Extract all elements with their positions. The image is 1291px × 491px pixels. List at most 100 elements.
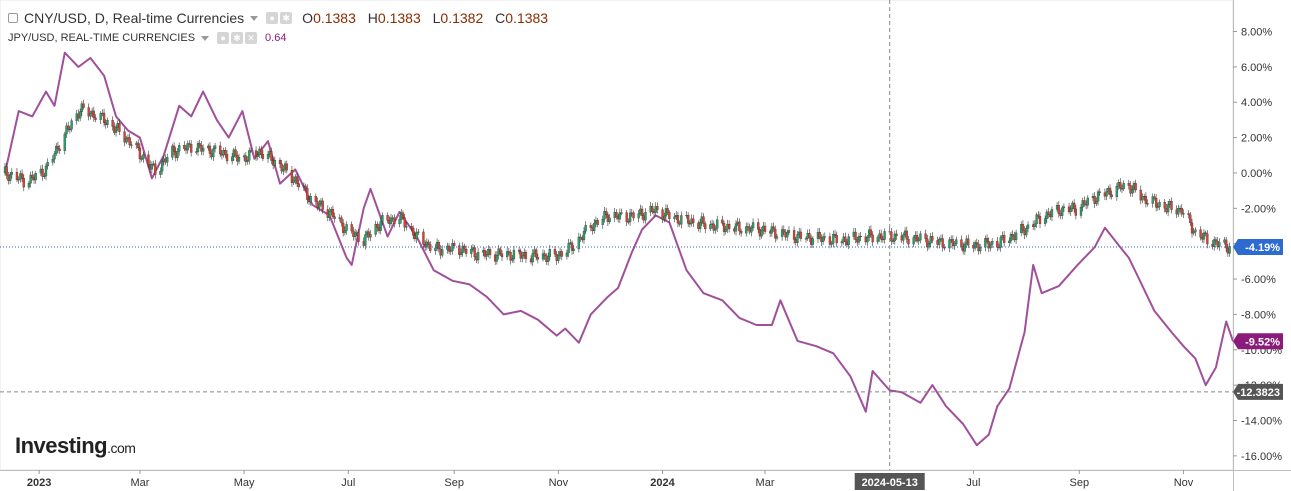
candle-body: [895, 233, 898, 237]
candle-body: [56, 145, 60, 150]
price-badges: -4.19% -9.52% -12.3823 2024-05-13: [854, 239, 1283, 490]
candle-body: [1110, 194, 1113, 198]
candle-body: [304, 185, 307, 189]
candle-body: [485, 254, 488, 257]
candle-body: [1180, 207, 1183, 215]
candle-body: [5, 166, 8, 176]
candle-body: [656, 206, 659, 210]
main-series-title[interactable]: CNY/USD, D, Real-time Currencies: [24, 10, 245, 26]
candle-body: [176, 151, 179, 158]
candle-body: [698, 222, 702, 229]
candle-body: [692, 218, 695, 224]
candle-body: [644, 211, 647, 221]
chart-overlay: [0, 0, 1233, 470]
candle-body: [589, 225, 592, 228]
candle-body: [1228, 246, 1231, 254]
candle-body: [840, 241, 844, 244]
candle-body: [1062, 206, 1066, 209]
candle-body: [796, 234, 799, 243]
candle-body: [314, 196, 317, 202]
candle-body: [745, 226, 748, 234]
ohlc-key: O: [302, 10, 314, 26]
candle-body: [447, 245, 451, 252]
candle-body: [292, 180, 295, 183]
candle-body: [46, 162, 49, 167]
candle-body: [1115, 185, 1119, 198]
candle-body: [183, 144, 186, 149]
candle-body: [1202, 232, 1206, 240]
candle-body: [828, 236, 832, 245]
candle-body: [1047, 211, 1050, 215]
candle-body: [1134, 183, 1137, 191]
candle-body: [1213, 239, 1216, 247]
jpy-price-badge-label: -9.52%: [1245, 336, 1280, 348]
candle-body: [343, 230, 347, 233]
chevron-down-icon[interactable]: [250, 15, 259, 21]
candle-body: [1057, 205, 1060, 214]
candle-body: [58, 148, 61, 151]
candle-body: [712, 223, 715, 231]
candle-body: [763, 225, 767, 232]
chevron-down-icon[interactable]: [201, 35, 210, 41]
candle-body: [985, 238, 989, 242]
candle-body: [519, 251, 522, 259]
candle-body: [290, 170, 294, 183]
candle-body: [1002, 235, 1006, 243]
candle-body: [459, 252, 463, 255]
candle-body: [1011, 234, 1014, 237]
candle-body: [891, 240, 895, 242]
candle-body: [680, 215, 683, 225]
candle-body: [198, 143, 201, 146]
candle-body: [560, 251, 563, 257]
ohlc-value: 0.1383: [313, 10, 356, 26]
candle-body: [651, 205, 654, 212]
gear-icon[interactable]: ✱: [231, 32, 244, 44]
candle-body: [140, 158, 143, 160]
candle-body: [1086, 197, 1089, 206]
cny-price-badge: [1233, 239, 1283, 256]
investing-logo[interactable]: Investing.com: [15, 433, 136, 459]
candle-body: [449, 250, 452, 252]
candle-body: [237, 156, 241, 162]
candle-body: [924, 233, 927, 239]
candle-body: [412, 227, 415, 236]
candle-body: [1166, 204, 1170, 213]
candle-body: [246, 160, 249, 163]
logo-name: Investing: [15, 433, 108, 458]
candle-body: [709, 224, 712, 230]
jpy-price-badge: [1233, 333, 1283, 350]
gear-icon[interactable]: ✱: [280, 12, 293, 24]
candle-body: [261, 154, 265, 159]
candle-body: [808, 233, 811, 239]
candle-body: [393, 217, 396, 225]
candle-body: [938, 238, 941, 245]
candle-body: [584, 225, 587, 232]
eye-icon[interactable]: ●: [217, 32, 230, 44]
candle-body: [915, 235, 919, 242]
candle-body: [195, 151, 198, 153]
candle-body: [579, 236, 582, 239]
candle-body: [738, 221, 741, 232]
candle-body: [398, 219, 401, 225]
candle-body: [548, 249, 551, 257]
candle-body: [1182, 213, 1185, 215]
compare-series-title[interactable]: JPY/USD, REAL-TIME CURRENCIES: [8, 32, 196, 44]
candle-body: [278, 159, 282, 165]
candle-body: [509, 251, 512, 261]
candle-body: [775, 236, 779, 239]
candle-body: [333, 216, 336, 219]
candle-body: [722, 223, 726, 232]
candle-body: [483, 250, 487, 257]
candle-body: [82, 103, 85, 108]
candle-body: [17, 179, 20, 181]
candle-body: [857, 236, 861, 243]
close-icon[interactable]: ✕: [245, 32, 258, 44]
y-tick-label: -14.00%: [1241, 415, 1282, 427]
candle-body: [567, 243, 570, 254]
collapse-toggle-icon[interactable]: [8, 13, 18, 23]
eye-icon[interactable]: ●: [266, 12, 279, 24]
candle-body: [188, 143, 191, 145]
candle-body: [1131, 188, 1134, 194]
candle-body: [772, 226, 775, 230]
